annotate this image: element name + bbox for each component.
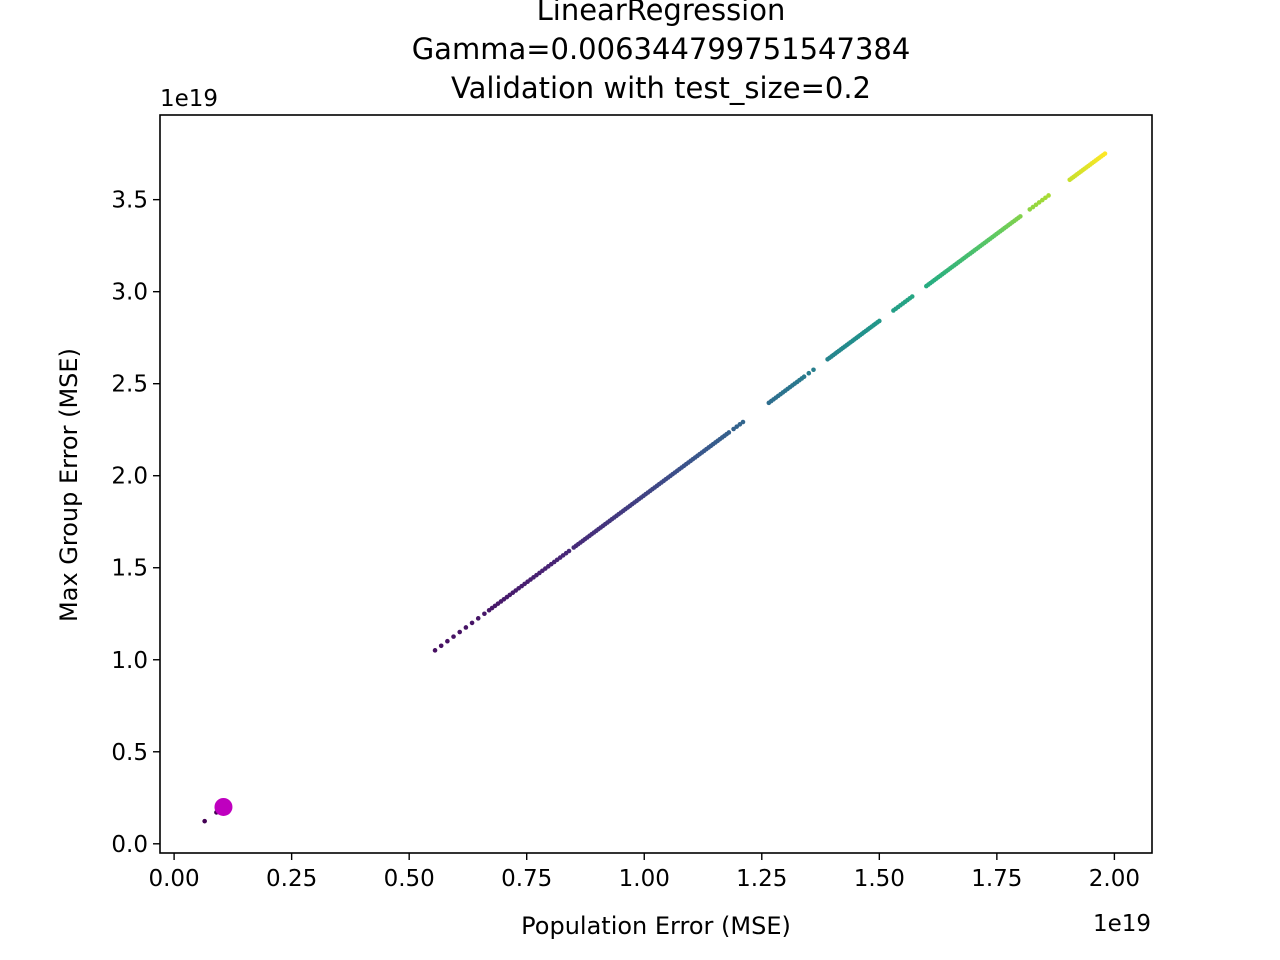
scatter-point — [801, 374, 807, 380]
highlight-point — [214, 797, 233, 816]
x-tick-label: 0.75 — [501, 866, 552, 892]
scatter-point — [445, 638, 450, 644]
scatter-point — [1027, 207, 1033, 212]
scatter-point — [734, 424, 740, 429]
y-tick-label: 2.5 — [111, 372, 148, 398]
scatter-point — [1102, 151, 1108, 156]
scatter-point — [475, 616, 481, 621]
scatter-point — [811, 367, 816, 373]
x-tick-label: 1.50 — [854, 866, 905, 892]
scatter-point — [1043, 195, 1048, 201]
highlight-points — [214, 797, 233, 816]
scatter-point — [737, 422, 743, 427]
x-tick-label: 0.00 — [148, 866, 199, 892]
scatter-point — [482, 611, 487, 617]
x-axis-label: Population Error (MSE) — [521, 912, 791, 940]
y-tick-label: 1.0 — [111, 648, 148, 674]
scatter-point — [463, 625, 469, 630]
y-tick-label: 3.5 — [111, 188, 148, 214]
scatter-point — [909, 294, 915, 299]
scatter-point — [806, 370, 812, 376]
y-tick-label: 1.5 — [111, 556, 148, 582]
scatter-point — [1046, 193, 1051, 198]
scatter-point — [1033, 202, 1039, 208]
scatter-point — [740, 419, 746, 425]
y-tick-label: 0.5 — [111, 740, 148, 766]
y-tick-label: 0.0 — [111, 832, 148, 858]
scatter-point — [566, 548, 572, 554]
plot-frame — [159, 114, 1153, 854]
scatter-points — [202, 151, 1108, 824]
chart-title-line-1: LinearRegression — [537, 0, 786, 27]
x-tick-label: 1.75 — [971, 866, 1022, 892]
scatter-point — [1036, 200, 1042, 205]
scatter-point — [1040, 197, 1045, 203]
y-ticks: 0.0 0.5 1.0 1.5 2.0 2.5 3.0 3.5 — [111, 188, 160, 858]
x-tick-label: 0.50 — [384, 866, 435, 892]
x-tick-label: 0.25 — [266, 866, 317, 892]
x-tick-label: 1.25 — [736, 866, 787, 892]
scatter-point — [469, 620, 475, 626]
scatter-point — [726, 430, 732, 435]
scatter-point — [438, 643, 444, 649]
x-tick-label: 1.00 — [619, 866, 670, 892]
scatter-point — [1030, 204, 1036, 210]
scatter-point — [432, 648, 438, 653]
y-axis-label: Max Group Error (MSE) — [55, 348, 83, 622]
y-tick-label: 3.0 — [111, 280, 148, 306]
scatter-point — [202, 818, 207, 824]
scatter-point — [451, 634, 456, 639]
scatter-point — [877, 318, 882, 324]
chart-title-line-3: Validation with test_size=0.2 — [451, 71, 871, 105]
scatter-point — [731, 426, 736, 432]
x-tick-label: 2.00 — [1089, 866, 1140, 892]
scatter-point — [457, 629, 463, 635]
y-tick-label: 2.0 — [111, 464, 148, 490]
scatter-point — [1018, 214, 1023, 219]
chart-title-line-2: Gamma=0.006344799751547384 — [412, 32, 911, 66]
y-offset-label: 1e19 — [160, 86, 218, 112]
x-ticks: 0.00 0.25 0.50 0.75 1.00 1.25 1.50 1.75 2.00 — [148, 853, 1140, 892]
x-offset-label: 1e19 — [1093, 911, 1151, 937]
